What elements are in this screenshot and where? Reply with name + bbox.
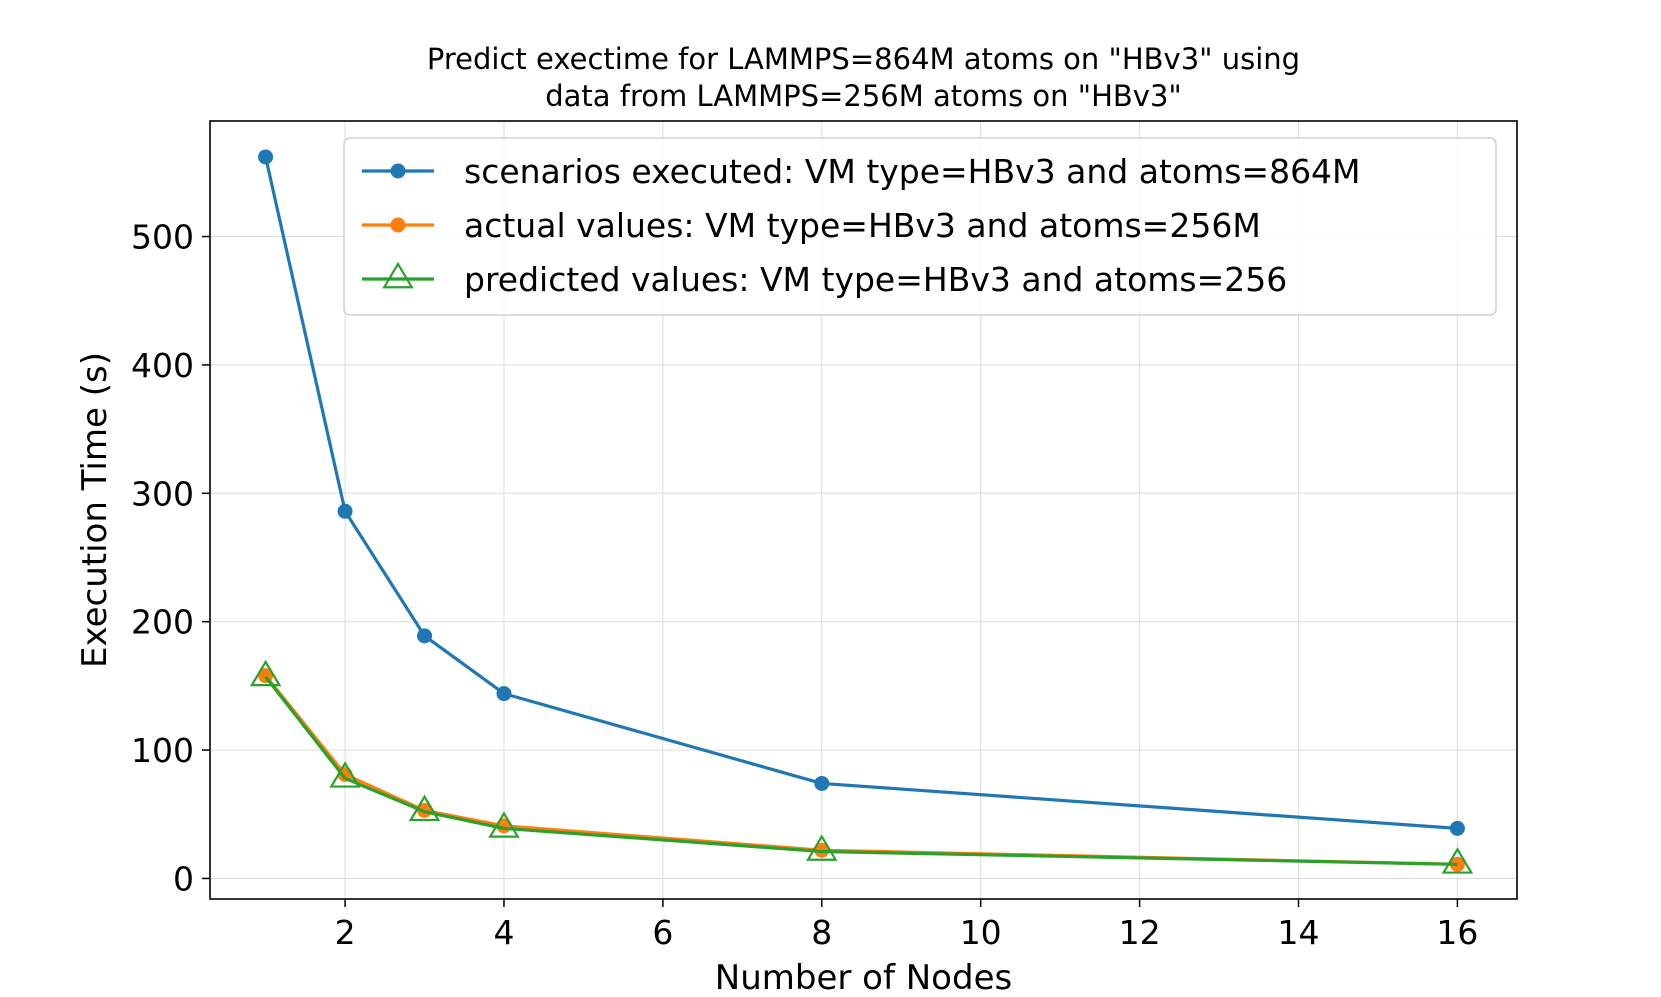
y-tick-label: 200: [131, 603, 194, 642]
legend-swatch-marker: [390, 217, 406, 233]
x-tick-label: 4: [493, 913, 514, 952]
x-tick-label: 8: [811, 913, 832, 952]
x-axis-label: Number of Nodes: [715, 958, 1012, 997]
legend-swatch-marker: [390, 163, 406, 179]
x-tick-label: 16: [1436, 913, 1478, 952]
x-tick-label: 12: [1119, 913, 1161, 952]
data-point: [258, 149, 274, 165]
x-tick-label: 10: [960, 913, 1002, 952]
series-0: [258, 149, 1465, 836]
data-point-triangle: [249, 659, 282, 687]
data-point-triangle: [1441, 847, 1474, 874]
data-point: [337, 503, 353, 519]
data-point: [1449, 820, 1465, 836]
y-tick-label: 100: [131, 731, 194, 770]
data-point-triangle: [408, 794, 441, 822]
legend: scenarios executed: VM type=HBv3 and ato…: [343, 137, 1497, 316]
chart-title-line-2: data from LAMMPS=256M atoms on "HBv3": [545, 79, 1182, 113]
legend-swatch-marker: [382, 261, 414, 289]
y-tick-label: 500: [131, 218, 194, 257]
legend-box: [343, 137, 1497, 316]
y-axis-label: Execution Time (s): [75, 352, 115, 668]
plot-frame: [209, 120, 1518, 900]
legend-item: scenarios executed: VM type=HBv3 and ato…: [362, 152, 1361, 191]
series-line: [264, 675, 1458, 866]
y-tick-label: 0: [173, 859, 194, 898]
series-line: [264, 156, 1458, 830]
legend-label: scenarios executed: VM type=HBv3 and ato…: [464, 152, 1361, 191]
legend-item: actual values: VM type=HBv3 and atoms=25…: [362, 206, 1261, 245]
y-tick-label: 300: [131, 474, 194, 513]
y-tick-label: 400: [131, 346, 194, 385]
legend-item: predicted values: VM type=HBv3 and atoms…: [362, 260, 1287, 299]
legend-label: actual values: VM type=HBv3 and atoms=25…: [464, 206, 1261, 245]
ticks: 2 4 6 8 10 12 14 16 0 100 200 300 400 500: [131, 218, 1478, 952]
x-tick-label: 6: [652, 913, 673, 952]
data-point: [417, 628, 433, 644]
chart-title-line-1: Predict exectime for LAMMPS=864M atoms o…: [427, 42, 1300, 76]
data-point: [814, 775, 830, 791]
series-layer: [249, 149, 1474, 874]
x-tick-label: 2: [335, 913, 356, 952]
data-point-triangle: [329, 761, 361, 788]
series-line: [264, 674, 1458, 866]
legend-label: predicted values: VM type=HBv3 and atoms…: [464, 260, 1287, 299]
series-2: [249, 659, 1474, 874]
x-tick-label: 14: [1278, 913, 1320, 952]
data-point-triangle: [488, 811, 520, 838]
data-point-triangle: [806, 834, 838, 861]
series-1: [258, 668, 1465, 872]
data-point: [496, 686, 512, 702]
